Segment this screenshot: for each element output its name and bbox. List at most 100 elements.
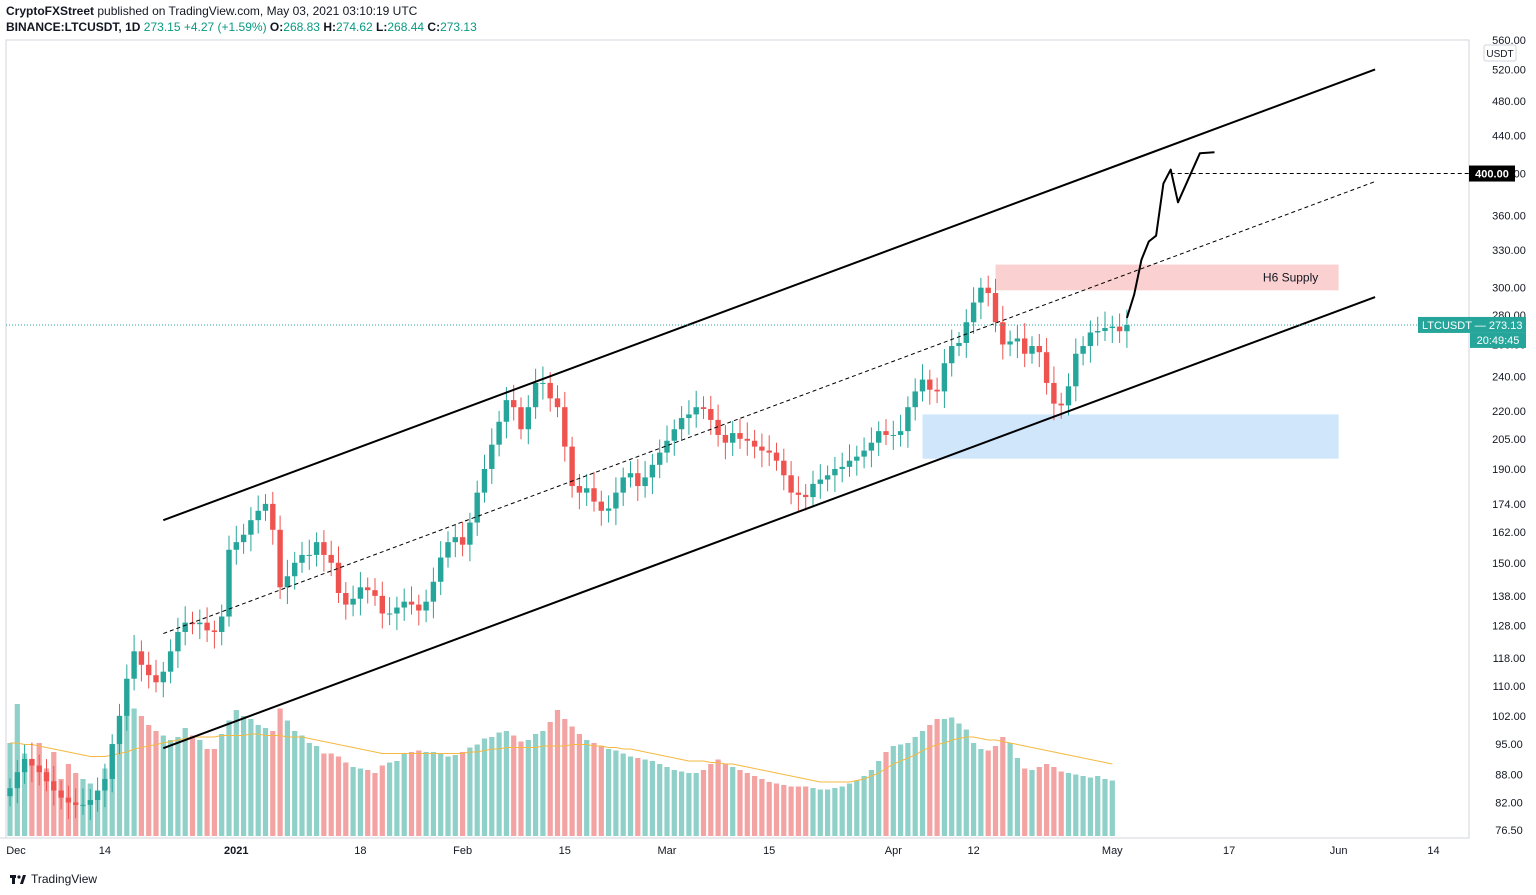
publish-line: CryptoFXStreet published on TradingView.… (6, 3, 1506, 19)
candle-body (292, 562, 298, 577)
volume-bar (810, 788, 816, 836)
candle-body (766, 450, 772, 453)
candle-body (379, 595, 385, 614)
candle (985, 275, 991, 307)
volume-bar (715, 759, 721, 836)
candle-body (985, 287, 991, 294)
candle (569, 436, 575, 498)
candle (350, 585, 356, 617)
candle-body (445, 542, 451, 558)
candle-body (627, 473, 634, 478)
symbol-label[interactable]: BINANCE:LTCUSDT, 1D (6, 20, 141, 34)
volume-bar (321, 753, 327, 836)
volume-bar (533, 734, 539, 836)
y-tick-label: 118.00 (1493, 653, 1526, 665)
publisher-name[interactable]: CryptoFXStreet (6, 4, 95, 18)
candle-body (883, 431, 889, 435)
volume-bar (357, 768, 363, 836)
volume-bar (299, 735, 305, 836)
volume-bar (664, 767, 670, 836)
candle-body (423, 601, 429, 611)
candle-body (29, 758, 35, 766)
volume-bar (438, 753, 444, 836)
x-tick-label: Jun (1330, 845, 1348, 857)
x-tick-label: May (1102, 845, 1123, 857)
volume-bar (693, 773, 699, 836)
candle (576, 474, 583, 510)
candle-body (759, 446, 765, 451)
candle (817, 464, 823, 499)
candle (160, 661, 166, 698)
volume-bar (949, 717, 955, 836)
candle (671, 419, 677, 456)
candle (124, 664, 130, 731)
volume-bar (474, 744, 480, 836)
volume-bar (445, 756, 451, 836)
tradingview-logo-icon[interactable] (10, 873, 26, 885)
volume-bar (430, 752, 436, 836)
candle (978, 277, 984, 320)
candle-body (211, 630, 218, 632)
candle (722, 425, 729, 460)
candle-body (1109, 326, 1115, 329)
candle (664, 425, 670, 463)
y-tick-label: 138.00 (1492, 591, 1526, 603)
candle-body (474, 492, 480, 523)
volume-bar (175, 737, 181, 836)
candles (7, 275, 1130, 820)
y-tick-label: 190.00 (1492, 464, 1526, 476)
candle (956, 332, 962, 357)
candle-body (817, 479, 823, 484)
volume-bar (248, 719, 254, 836)
volume-bar (416, 750, 422, 836)
candle (737, 418, 743, 449)
level-400-label: 400.00 (1475, 169, 1509, 181)
candle (868, 427, 875, 468)
candle (109, 734, 115, 793)
candle-body (722, 434, 729, 443)
candle-body (1036, 346, 1042, 353)
candle (401, 588, 407, 621)
volume-bar (649, 761, 655, 836)
candle-body (751, 440, 758, 447)
time-axis: Dec 14 2021 18 Feb 15 Mar 15 Apr 12 May 17 Jun 14 (6, 845, 1439, 857)
volume-bar (131, 708, 137, 836)
candle-body (963, 322, 969, 343)
candle (365, 577, 371, 604)
candle-body (306, 554, 312, 556)
candle-body (496, 421, 502, 445)
volume-bar (335, 756, 342, 836)
candle (474, 480, 480, 536)
candle (1102, 311, 1108, 342)
volume-bar (343, 762, 349, 836)
candle (87, 789, 93, 820)
candle-body (598, 501, 604, 511)
candle-body (949, 346, 955, 364)
candle-body (919, 379, 926, 392)
candle (51, 765, 57, 806)
candle (795, 476, 802, 512)
high-value: 274.62 (335, 20, 373, 34)
candle (708, 395, 714, 435)
footer-brand[interactable]: TradingView (31, 872, 98, 886)
y-tick-label: 220.00 (1492, 406, 1526, 418)
candle-body (861, 450, 867, 457)
channel-midline (163, 181, 1376, 635)
unit-label: USDT (1486, 49, 1513, 60)
candle (430, 567, 437, 619)
x-tick-label: 15 (763, 845, 775, 857)
volume-bar (467, 747, 473, 836)
candle-body (905, 407, 911, 432)
volume-bar (613, 750, 619, 836)
candle (503, 387, 510, 439)
candle (372, 578, 378, 606)
volume-bar (481, 738, 488, 836)
candle (131, 634, 137, 691)
candle (197, 609, 203, 640)
y-tick-label: 102.00 (1492, 711, 1526, 723)
candle (620, 467, 626, 506)
candle (613, 477, 619, 526)
close-value: 273.13 (440, 20, 477, 34)
candle (29, 742, 35, 783)
